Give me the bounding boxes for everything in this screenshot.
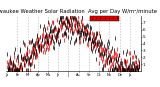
- FancyBboxPatch shape: [90, 16, 119, 21]
- Title: Milwaukee Weather Solar Radiation  Avg per Day W/m²/minute: Milwaukee Weather Solar Radiation Avg pe…: [0, 9, 157, 14]
